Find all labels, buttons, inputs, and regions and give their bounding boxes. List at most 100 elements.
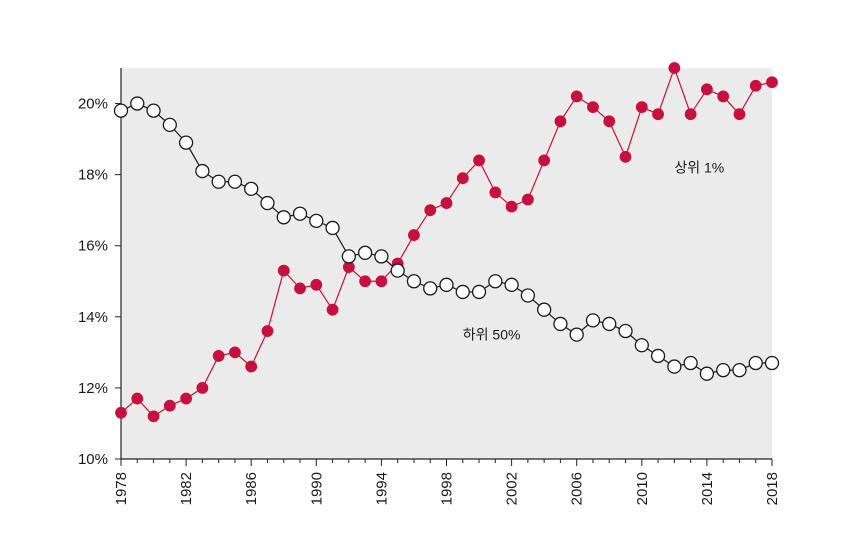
data-point: [359, 275, 372, 288]
data-point: [733, 108, 746, 121]
data-point: [569, 327, 584, 342]
y-tick-label: 12%: [78, 380, 108, 397]
data-point: [619, 150, 632, 163]
data-point: [146, 103, 161, 118]
data-point: [683, 355, 698, 371]
data-point: [749, 79, 762, 92]
data-point: [357, 245, 373, 260]
series-1: [113, 96, 780, 381]
y-tick-label: 10%: [78, 451, 108, 468]
data-point: [294, 282, 306, 295]
series-label: 상위 1%: [674, 160, 724, 176]
data-point: [113, 103, 129, 118]
data-point: [504, 277, 519, 292]
data-point: [408, 229, 420, 241]
data-point: [244, 181, 259, 197]
data-point: [489, 186, 502, 199]
x-tick-label: 2006: [569, 472, 586, 505]
data-point: [341, 249, 357, 264]
data-point: [618, 323, 633, 339]
x-tick-label: 1986: [243, 472, 260, 505]
data-point: [521, 193, 534, 206]
data-point: [570, 90, 583, 103]
data-point: [456, 172, 469, 185]
data-point: [440, 197, 453, 209]
data-point: [473, 154, 485, 167]
data-point: [650, 348, 666, 364]
data-point: [276, 210, 291, 225]
data-point: [520, 288, 536, 303]
data-point: [211, 174, 226, 189]
data-point: [310, 278, 323, 291]
series-labels: 상위 1% 하위 50%: [463, 160, 724, 343]
x-tick-label: 2010: [634, 472, 651, 505]
y-tick-label: 20%: [78, 96, 108, 113]
data-point: [602, 316, 617, 332]
data-point: [325, 220, 340, 236]
data-point: [717, 90, 730, 103]
data-point: [162, 117, 177, 133]
x-tick-label: 1978: [113, 472, 130, 505]
data-point: [439, 277, 454, 292]
data-point: [553, 316, 568, 332]
data-point: [423, 281, 438, 296]
data-point: [147, 410, 160, 423]
y-axis: 10% 12% 14% 16% 18% 20%: [78, 68, 122, 468]
data-point: [261, 325, 274, 337]
x-axis: 1978 1982 1986 1990 1994 1998 2002 2006 2010 2014…: [113, 458, 781, 505]
x-tick-label: 1998: [439, 472, 456, 505]
data-point: [406, 274, 422, 289]
x-tick-label: 2002: [504, 472, 521, 505]
data-point: [260, 195, 275, 211]
data-point: [374, 249, 389, 264]
data-point: [375, 275, 388, 288]
data-point: [701, 83, 713, 96]
data-point: [748, 355, 763, 371]
data-point: [766, 76, 778, 89]
data-point: [195, 163, 210, 179]
data-point: [163, 399, 176, 412]
data-point: [245, 360, 258, 373]
data-point: [178, 135, 194, 150]
y-tick-label: 16%: [78, 238, 108, 255]
y-tick-label: 18%: [78, 167, 108, 184]
series-layer: [113, 62, 780, 423]
x-tick-label: 1982: [178, 472, 195, 505]
series-label: 하위 50%: [463, 327, 521, 343]
data-point: [196, 382, 209, 394]
data-point: [716, 362, 731, 378]
data-point: [635, 101, 648, 113]
data-point: [585, 313, 601, 328]
x-tick-label: 1990: [308, 472, 325, 505]
data-point: [667, 359, 682, 374]
series-0: [115, 62, 778, 423]
data-point: [131, 392, 144, 405]
data-point: [684, 108, 697, 121]
data-point: [471, 284, 487, 300]
x-tick-label: 2018: [764, 472, 781, 505]
data-point: [277, 264, 290, 277]
data-point: [652, 108, 664, 121]
data-point: [180, 392, 193, 405]
data-point: [537, 302, 552, 317]
data-point: [424, 204, 437, 217]
data-point: [488, 274, 503, 289]
data-point: [554, 115, 567, 128]
data-point: [115, 406, 127, 419]
data-point: [699, 366, 715, 381]
plot-area: [121, 68, 772, 459]
y-tick-label: 14%: [78, 309, 108, 326]
x-tick-label: 1994: [373, 472, 390, 505]
data-point: [732, 362, 747, 378]
data-point: [326, 303, 339, 316]
data-point: [538, 154, 551, 167]
data-point: [764, 355, 780, 371]
data-point: [603, 115, 616, 128]
data-point: [668, 62, 681, 74]
data-point: [505, 200, 518, 213]
data-point: [390, 263, 405, 278]
data-point: [227, 174, 243, 189]
data-point: [455, 284, 470, 300]
data-point: [309, 213, 324, 228]
